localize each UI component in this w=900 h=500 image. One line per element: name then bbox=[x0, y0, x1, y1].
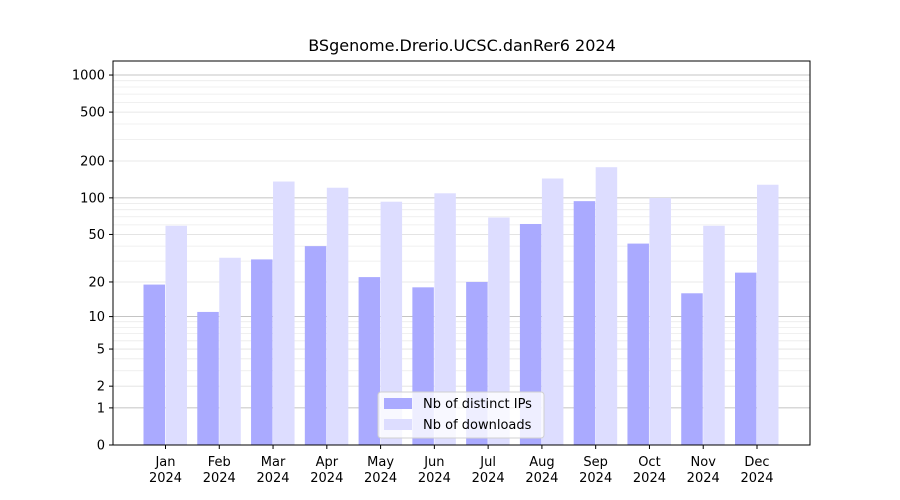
legend-label: Nb of distinct IPs bbox=[423, 397, 532, 412]
plot-frame bbox=[112, 60, 811, 446]
bar-distinct-ips bbox=[681, 293, 703, 445]
bar-distinct-ips bbox=[573, 201, 596, 445]
x-tick-label-month: Mar bbox=[261, 455, 286, 470]
bar-downloads bbox=[703, 225, 725, 445]
x-tick-label-year: 2024 bbox=[687, 471, 720, 486]
x-tick-label-year: 2024 bbox=[203, 471, 236, 486]
x-tick-label-month: Jun bbox=[423, 455, 444, 470]
y-tick-label: 100 bbox=[80, 191, 105, 206]
bar-downloads bbox=[757, 184, 779, 445]
chart-title: BSgenome.Drerio.UCSC.danRer6 2024 bbox=[308, 36, 616, 55]
y-axis: 0 1 2 5 10 20 50 100 200 500 1000 bbox=[72, 69, 113, 454]
y-tick-label: 50 bbox=[88, 228, 105, 243]
bar-distinct-ips bbox=[627, 243, 649, 445]
x-tick-label-year: 2024 bbox=[310, 471, 343, 486]
x-tick-label-year: 2024 bbox=[418, 471, 451, 486]
bar-distinct-ips bbox=[358, 277, 381, 445]
x-tick-label-month: Jan bbox=[154, 455, 175, 470]
legend-box bbox=[377, 391, 545, 439]
x-tick-label-month: Sep bbox=[583, 455, 608, 470]
x-tick-label-year: 2024 bbox=[525, 471, 558, 486]
bar-downloads bbox=[326, 187, 349, 445]
y-tick-label: 0 bbox=[97, 439, 105, 454]
legend-swatch bbox=[384, 419, 412, 430]
bar-distinct-ips bbox=[735, 272, 757, 445]
x-tick-label-year: 2024 bbox=[364, 471, 397, 486]
x-tick-label-month: Jul bbox=[479, 455, 496, 470]
bar-downloads bbox=[649, 197, 671, 445]
x-tick-label-year: 2024 bbox=[579, 471, 612, 486]
x-tick-label-month: Aug bbox=[529, 455, 554, 470]
bar-distinct-ips bbox=[519, 223, 542, 445]
x-tick-label-year: 2024 bbox=[740, 471, 773, 486]
bar-downloads bbox=[488, 217, 510, 445]
y-tick-label: 1 bbox=[97, 401, 105, 416]
bar-downloads bbox=[219, 257, 241, 445]
y-tick-label: 500 bbox=[80, 106, 105, 121]
x-tick-label-month: Oct bbox=[638, 455, 660, 470]
x-tick-label-year: 2024 bbox=[149, 471, 182, 486]
x-tick-label-month: Nov bbox=[691, 455, 717, 470]
x-tick-label-month: Dec bbox=[744, 455, 769, 470]
x-tick-label-year: 2024 bbox=[472, 471, 505, 486]
y-tick-label: 200 bbox=[80, 155, 105, 170]
y-tick-label: 2 bbox=[97, 380, 105, 395]
x-tick-label-month: Feb bbox=[208, 455, 231, 470]
bar-distinct-ips bbox=[304, 246, 327, 445]
legend-label: Nb of downloads bbox=[423, 418, 532, 433]
legend-swatch bbox=[384, 398, 412, 409]
bar-distinct-ips bbox=[197, 311, 219, 445]
bar-downloads bbox=[165, 225, 187, 445]
bar-downloads bbox=[595, 167, 618, 446]
x-tick-label-month: May bbox=[367, 455, 394, 470]
y-tick-label: 20 bbox=[88, 275, 105, 290]
bar-distinct-ips bbox=[251, 259, 273, 445]
y-tick-label: 5 bbox=[97, 343, 105, 358]
bar-downloads bbox=[380, 201, 403, 445]
bar-downloads bbox=[273, 181, 295, 445]
bar-downloads bbox=[541, 178, 564, 446]
bar-distinct-ips bbox=[143, 284, 165, 445]
y-tick-label: 10 bbox=[88, 310, 105, 325]
y-tick-label: 1000 bbox=[72, 69, 105, 84]
x-tick-label-year: 2024 bbox=[256, 471, 289, 486]
x-tick-label-year: 2024 bbox=[633, 471, 666, 486]
bar-downloads bbox=[434, 193, 456, 445]
legend: Nb of distinct IPs Nb of downloads bbox=[377, 391, 545, 439]
x-axis: Jan2024Feb2024Mar2024Apr2024May2024Jun20… bbox=[149, 445, 774, 486]
x-tick-label-month: Apr bbox=[316, 455, 339, 470]
